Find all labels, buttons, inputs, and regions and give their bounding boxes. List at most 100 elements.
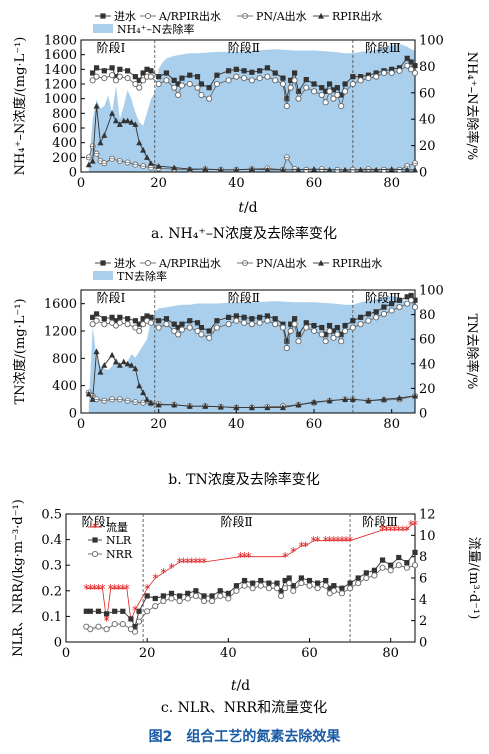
data-point <box>192 592 199 599</box>
data-point <box>132 365 139 372</box>
data-point <box>264 317 271 324</box>
data-point <box>112 77 120 84</box>
legend-label: TN去除率 <box>117 269 167 283</box>
data-point <box>152 603 159 610</box>
data-point <box>258 577 264 584</box>
data-point: * <box>298 540 304 554</box>
data-point <box>355 580 362 587</box>
y2-axis-title: TN去除率/% <box>464 314 480 390</box>
x-axis-title: t/d <box>238 200 257 216</box>
data-point <box>310 88 318 95</box>
data-point <box>388 69 395 77</box>
data-point <box>347 585 354 592</box>
data-point: * <box>169 561 175 575</box>
data-point <box>184 595 191 602</box>
data-point <box>101 362 108 368</box>
y2-tick-label: 80 <box>419 308 436 323</box>
y-tick-label: 0.1 <box>41 610 62 625</box>
data-point <box>198 324 204 331</box>
data-point <box>89 143 96 150</box>
y-tick-label: 0.3 <box>41 559 62 574</box>
y2-tick-label: 100 <box>419 34 444 49</box>
data-point <box>403 564 410 571</box>
legend-marker <box>241 259 248 266</box>
series-NLR <box>83 549 418 630</box>
data-point <box>315 580 321 586</box>
data-point <box>306 577 313 584</box>
data-point <box>233 73 240 80</box>
data-point <box>147 73 154 80</box>
data-point <box>264 166 271 173</box>
data-point <box>287 84 294 91</box>
data-point <box>295 338 302 345</box>
phase-label: 阶段Ⅰ <box>97 290 126 305</box>
data-point: * <box>112 582 118 596</box>
x-tick-label: 20 <box>150 176 167 191</box>
data-point <box>95 608 102 614</box>
series-A/RPIR出水 <box>89 62 419 110</box>
data-point <box>185 590 191 596</box>
data-point <box>217 588 223 594</box>
data-point: * <box>412 518 418 532</box>
data-point <box>206 328 212 334</box>
data-point <box>357 321 364 328</box>
data-point <box>209 597 216 605</box>
y-tick-label: 1800 <box>44 34 77 49</box>
data-point <box>93 150 100 157</box>
data-point <box>257 314 263 320</box>
data-point <box>280 321 286 327</box>
legend-label: RPIR出水 <box>332 9 382 23</box>
data-point <box>408 292 414 299</box>
data-point <box>124 397 131 404</box>
data-point <box>148 68 154 74</box>
data-point <box>283 154 290 161</box>
legend-label: NLR <box>106 534 132 547</box>
data-point <box>163 321 170 328</box>
data-point <box>144 313 150 319</box>
data-point: * <box>83 582 89 596</box>
chart-panel-3: 阶段Ⅰ 阶段Ⅱ 阶段Ⅲ 0 20 40 60 80 0 0.1 0.2 0.3 0.4 0.5 0 2 4 6 8 1… <box>11 499 481 716</box>
data-point <box>349 396 356 402</box>
data-point <box>109 72 116 79</box>
data-point <box>380 310 387 317</box>
y2-tick-label: 60 <box>419 333 436 348</box>
data-point <box>272 77 279 84</box>
data-point <box>155 401 162 408</box>
data-point <box>326 88 333 95</box>
y-tick-label: 1200 <box>44 325 77 340</box>
data-point <box>233 583 240 589</box>
data-point <box>128 119 135 125</box>
y2-tick-label: 20 <box>419 382 436 397</box>
y2-tick-label: 12 <box>419 508 436 523</box>
data-point <box>387 567 394 574</box>
data-point <box>213 324 220 331</box>
data-point <box>365 397 372 404</box>
data-point <box>350 74 356 80</box>
data-point <box>233 317 240 324</box>
data-point <box>373 309 379 315</box>
data-point <box>97 139 104 146</box>
data-point <box>412 63 418 69</box>
data-point <box>380 396 387 402</box>
legend-marker <box>91 550 99 558</box>
data-point <box>89 77 96 84</box>
phase-label: 阶段Ⅲ <box>365 40 401 55</box>
y-axis-title: NH₄⁺–N浓度/(mg·L⁻¹) <box>12 37 28 176</box>
data-point <box>103 611 110 617</box>
data-point <box>176 597 183 605</box>
data-point <box>264 404 271 411</box>
data-point <box>155 324 162 331</box>
data-point <box>93 348 100 355</box>
data-point <box>93 65 100 71</box>
data-point <box>298 575 304 581</box>
data-point <box>233 313 239 319</box>
removal-rate-area <box>88 43 415 173</box>
data-point <box>319 324 325 331</box>
data-point <box>178 326 186 333</box>
data-point <box>365 166 372 173</box>
data-point <box>193 588 199 594</box>
legend-marker <box>100 260 106 266</box>
data-point <box>298 580 305 587</box>
series-line <box>86 564 416 633</box>
data-point <box>295 88 302 94</box>
